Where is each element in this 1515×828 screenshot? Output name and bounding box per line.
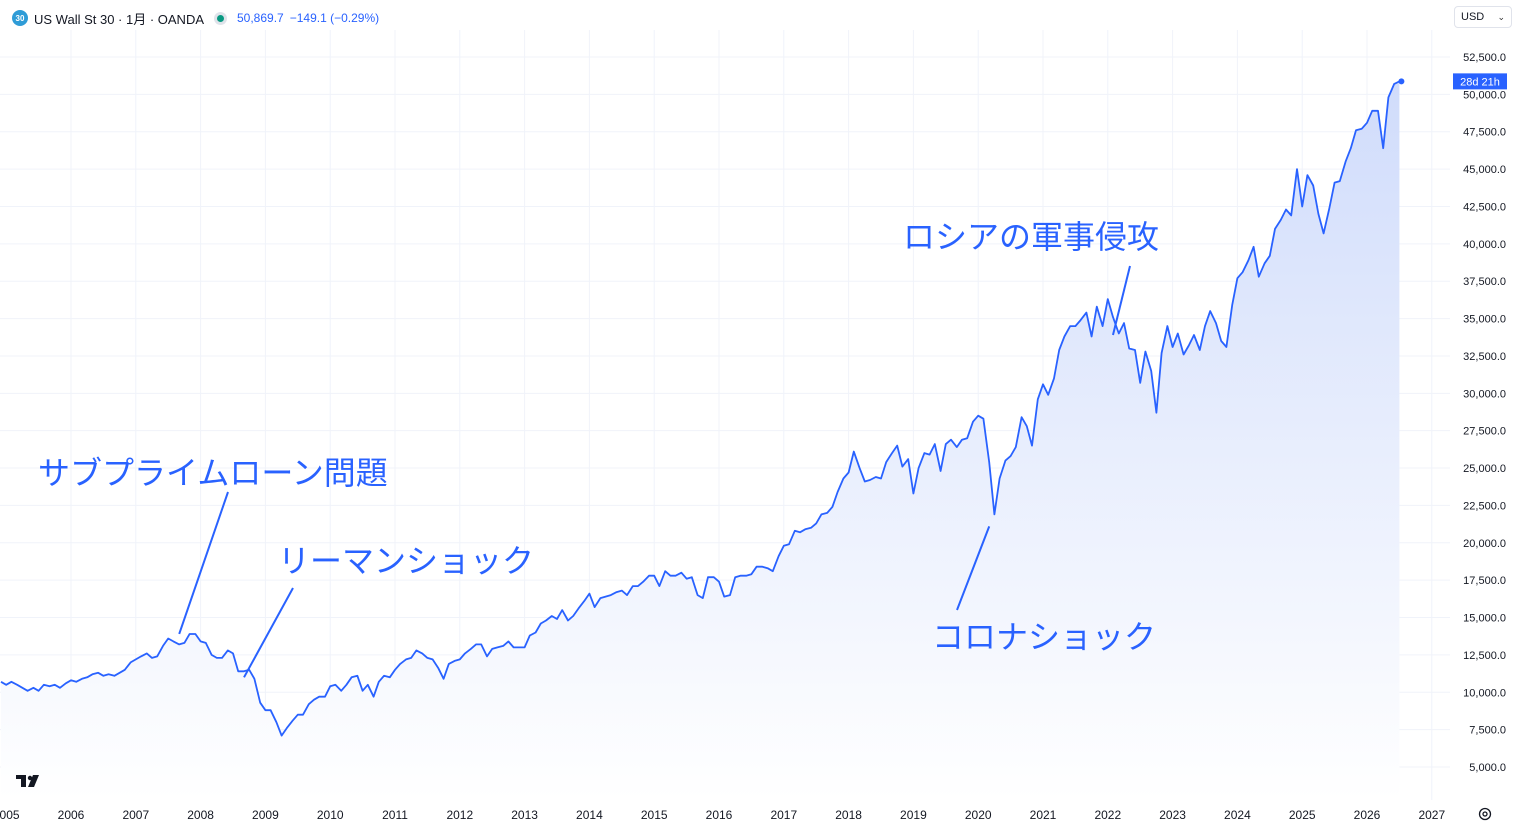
y-tick-label: 52,500.0: [1463, 52, 1506, 64]
x-tick-label: 2006: [58, 808, 85, 822]
x-tick-label: 2010: [317, 808, 344, 822]
x-tick-label: 2009: [252, 808, 279, 822]
settings-gear-icon[interactable]: [1477, 806, 1493, 822]
y-tick-label: 17,500.0: [1463, 575, 1506, 587]
y-tick-label: 32,500.0: [1463, 351, 1506, 363]
price-line-path: [0, 80, 1400, 737]
y-tick-label: 25,000.0: [1463, 463, 1506, 475]
y-tick-label: 40,000.0: [1463, 239, 1506, 251]
y-tick-label: 35,000.0: [1463, 314, 1506, 326]
symbol-title[interactable]: US Wall St 30 · 1月 · OANDA: [34, 11, 204, 27]
x-tick-label: 2019: [900, 808, 927, 822]
y-tick-label: 22,500.0: [1463, 500, 1506, 512]
x-tick-label: 2023: [1159, 808, 1186, 822]
y-tick-label: 42,500.0: [1463, 201, 1506, 213]
x-tick-label: 2018: [835, 808, 862, 822]
annotation-pointer: [178, 491, 229, 635]
symbol-badge-icon[interactable]: 30: [12, 10, 28, 26]
x-tick-label: 2016: [706, 808, 733, 822]
y-tick-label: 10,000.0: [1463, 687, 1506, 699]
y-tick-label: 15,000.0: [1463, 613, 1506, 625]
x-tick-label: 2022: [1094, 808, 1121, 822]
last-price: 50,869.7: [237, 11, 284, 25]
y-tick-label: 45,000.0: [1463, 164, 1506, 176]
y-tick-label: 5,000.0: [1469, 762, 1506, 774]
x-tick-label: 2014: [576, 808, 603, 822]
price-change: −149.1 (−0.29%): [289, 11, 380, 25]
countdown-label: 28d 21h: [1460, 76, 1500, 88]
price-area: [1, 81, 1400, 800]
x-tick-label: 2005: [0, 808, 20, 822]
y-tick-label: 30,000.0: [1463, 388, 1506, 400]
x-tick-label: 2027: [1418, 808, 1445, 822]
y-tick-label: 27,500.0: [1463, 426, 1506, 438]
x-tick-label: 2012: [446, 808, 473, 822]
annotation-label: リーマンショック: [278, 542, 534, 580]
x-tick-label: 2008: [187, 808, 214, 822]
price-area-fill: [1, 81, 1400, 800]
annotation-pointer: [956, 525, 991, 611]
x-tick-label: 2015: [641, 808, 668, 822]
x-tick-label: 2025: [1289, 808, 1316, 822]
x-tick-label: 2024: [1224, 808, 1251, 822]
last-price-dot: [1398, 78, 1405, 85]
x-tick-label: 2020: [965, 808, 992, 822]
y-tick-label: 37,500.0: [1463, 276, 1506, 288]
y-tick-label: 7,500.0: [1469, 725, 1506, 737]
annotation-pointer: [1112, 265, 1131, 336]
y-tick-label: 47,500.0: [1463, 127, 1506, 139]
price-line: [0, 78, 1405, 737]
x-axis[interactable]: 2006 2007 2008 2009 2010 2011 2012 2013 2014 2015…: [0, 808, 1445, 822]
x-tick-label: 2017: [770, 808, 797, 822]
symbol-header: 30 US Wall St 30 · 1月 · OANDA 50,869.7 −…: [12, 8, 379, 28]
countdown-label-bg: [1453, 73, 1507, 90]
y-tick-label: 20,000.0: [1463, 538, 1506, 550]
x-tick-label: 2013: [511, 808, 538, 822]
annotation-label: ロシアの軍事侵攻: [903, 218, 1159, 256]
y-tick-label: 50,000.0: [1463, 89, 1506, 101]
x-tick-label: 2007: [122, 808, 149, 822]
y-axis[interactable]: 5,000.0 7,500.0 10,000.0 12,500.0 15,000.0 17…: [1453, 52, 1507, 774]
x-tick-label: 2011: [382, 808, 408, 822]
chevron-down-icon: ⌄: [1497, 11, 1505, 22]
x-tick-label: 2026: [1354, 808, 1381, 822]
currency-label: USD: [1461, 11, 1485, 23]
x-tick-label: 2021: [1030, 808, 1057, 822]
tradingview-logo[interactable]: [14, 772, 46, 790]
currency-select[interactable]: USD ⌄: [1454, 6, 1512, 28]
annotation-pointer: [243, 587, 294, 678]
annotation-label: サブプライムローン問題: [38, 454, 388, 492]
y-tick-label: 12,500.0: [1463, 650, 1506, 662]
annotation-label: コロナショック: [932, 618, 1156, 656]
market-status-icon[interactable]: [214, 11, 227, 25]
